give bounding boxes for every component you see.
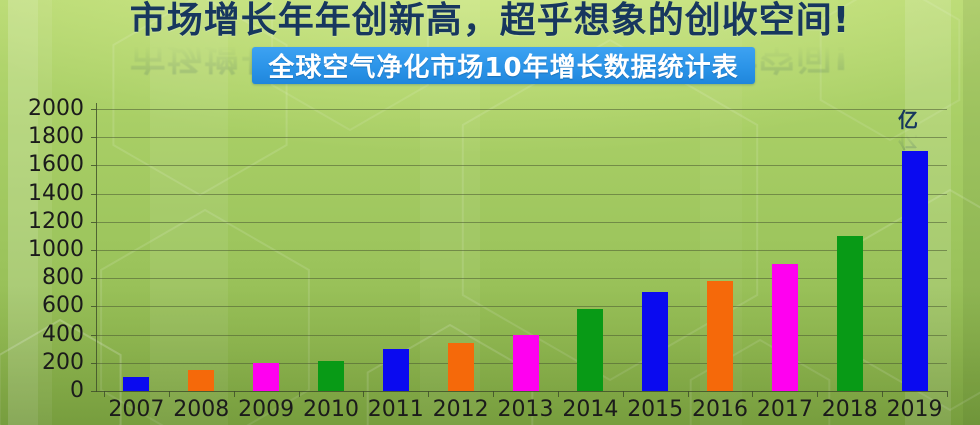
y-axis-label: 1800	[28, 124, 84, 150]
y-axis-label: 200	[42, 349, 84, 375]
x-axis-label: 2013	[497, 397, 554, 422]
x-axis-tick	[168, 391, 170, 397]
x-axis-tick	[687, 391, 689, 397]
subtitle-badge: 全球空气净化市场10年增长数据统计表	[252, 47, 755, 84]
y-axis-line	[96, 103, 97, 392]
header: 市场增长年年创新高，超乎想象的创收空间! 市场增长年年创新高，超乎想象的创收空间…	[0, 0, 980, 85]
y-axis-tick	[91, 306, 96, 308]
x-axis-label: 2019	[886, 397, 943, 422]
bar-2017	[771, 264, 798, 391]
x-axis-tick	[947, 391, 948, 397]
y-axis-label: 400	[42, 321, 84, 347]
bar-2012	[447, 343, 474, 391]
y-axis-tick	[91, 391, 96, 392]
bar-2013	[512, 334, 539, 391]
gridline-600	[96, 306, 947, 308]
gridline-1400	[96, 193, 947, 195]
bar-2008	[188, 369, 215, 391]
y-axis-tick	[91, 250, 96, 251]
y-axis-unit-label: 亿	[898, 108, 918, 132]
x-axis-label: 2018	[821, 397, 878, 422]
bar-2018	[836, 235, 863, 391]
y-axis-label: 1200	[28, 208, 84, 234]
x-axis-label: 2017	[756, 397, 813, 422]
gridline-1200	[96, 221, 947, 223]
x-axis-tick	[233, 391, 235, 397]
y-axis-tick	[91, 334, 96, 336]
x-axis-label: 2012	[432, 397, 489, 422]
x-axis-label: 2010	[302, 397, 359, 422]
bar-2009	[253, 362, 280, 391]
y-axis-label: 0	[70, 378, 84, 403]
x-axis-tick	[557, 391, 559, 397]
gridline-1800	[96, 137, 947, 139]
bar-2015	[642, 292, 669, 391]
gridline-800	[96, 278, 947, 280]
x-axis-label: 2014	[562, 397, 619, 422]
x-axis-tick	[752, 391, 754, 397]
bar-2007	[123, 376, 150, 391]
x-axis-tick	[363, 391, 365, 397]
y-axis-label: 800	[42, 265, 84, 291]
y-axis-label: 2000	[28, 96, 84, 121]
y-axis-tick	[91, 362, 96, 364]
y-axis-tick	[91, 221, 96, 223]
y-axis-tick	[91, 109, 96, 110]
x-axis-label: 2008	[173, 397, 230, 422]
x-axis-tick	[428, 391, 430, 397]
x-axis-tick	[104, 391, 105, 397]
y-axis-tick	[91, 165, 96, 167]
x-axis-label: 2015	[627, 397, 684, 422]
bar-2011	[382, 348, 409, 391]
x-axis-tick	[817, 391, 819, 397]
x-axis-label: 2016	[692, 397, 749, 422]
bar-2016	[707, 281, 734, 391]
y-axis-unit-label-reflection: 亿	[898, 128, 918, 152]
x-axis-tick	[298, 391, 300, 397]
x-axis-label: 2007	[108, 397, 165, 422]
bar-2019	[901, 151, 928, 391]
subtitle-label: 全球空气净化市场10年增长数据统计表	[268, 53, 739, 83]
x-axis-tick	[622, 391, 624, 397]
gridline-1000	[96, 250, 947, 251]
y-axis-label: 1600	[28, 152, 84, 178]
x-axis-label: 2009	[238, 397, 295, 422]
y-axis-label: 1400	[28, 180, 84, 206]
x-axis-tick	[882, 391, 884, 397]
x-axis-label: 2011	[367, 397, 424, 422]
y-axis-label: 600	[42, 293, 84, 319]
y-axis-tick	[91, 278, 96, 280]
x-axis-tick	[493, 391, 495, 397]
y-axis-tick	[91, 193, 96, 195]
gridline-1600	[96, 165, 947, 167]
y-axis-tick	[91, 137, 96, 139]
bar-2010	[317, 361, 344, 391]
gridline-2000	[96, 109, 947, 110]
y-axis-label: 1000	[28, 237, 84, 262]
page-title: 市场增长年年创新高，超乎想象的创收空间!	[129, 0, 851, 41]
bar-2014	[577, 309, 604, 391]
gridline-0	[96, 391, 947, 392]
